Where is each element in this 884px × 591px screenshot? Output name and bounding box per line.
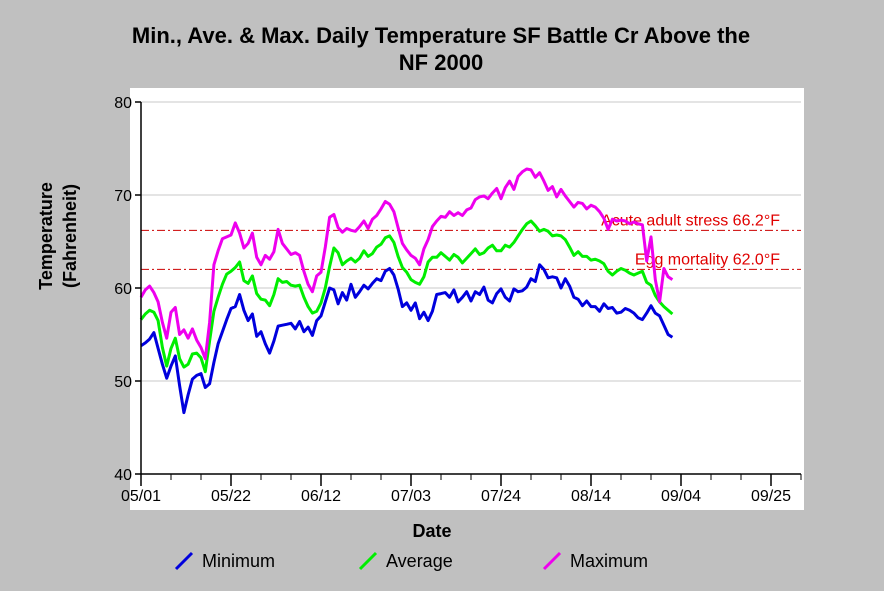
x-tick-label: 08/14: [571, 488, 611, 505]
x-tick-label: 05/01: [121, 488, 161, 505]
y-axis-title: Temperature: [36, 182, 56, 290]
y-tick-label: 50: [114, 374, 132, 391]
data-series: [139, 167, 674, 415]
y-tick-label: 40: [114, 467, 132, 484]
y-tick-label: 70: [114, 188, 132, 205]
reference-lines: Acute adult stress 66.2°F Egg mortality 6…: [141, 212, 801, 270]
legend-swatch-minimum: [174, 551, 194, 571]
y-tick-label: 80: [114, 95, 132, 112]
chart-title: Min., Ave. & Max. Daily Temperature SF B…: [132, 23, 750, 48]
x-tick-label: 09/04: [661, 488, 701, 505]
axes: 40 50 60 70 80 05/01 05/22 06/12 07/03 07/24 08/14…: [114, 95, 802, 505]
y-tick-label: 60: [114, 281, 132, 298]
x-axis-title: Date: [412, 521, 451, 541]
chart-title-line-2: NF 2000: [399, 50, 483, 75]
plot-background: [130, 88, 804, 510]
x-tick-label: 09/25: [751, 488, 791, 505]
series-line-maximum: [139, 167, 674, 361]
legend-label-minimum: Minimum: [202, 551, 275, 571]
x-tick-label: 07/24: [481, 488, 521, 505]
series-line-average: [139, 219, 674, 374]
x-tick-label: 07/03: [391, 488, 431, 505]
legend-label-maximum: Maximum: [570, 551, 648, 571]
gridlines: [141, 101, 801, 382]
legend-swatch-maximum: [542, 551, 562, 571]
reference-line-label: Egg mortality 62.0°F: [635, 251, 780, 268]
x-tick-label: 06/12: [301, 488, 341, 505]
y-axis-title-line-2: (Fahrenheit): [60, 184, 80, 288]
legend-swatch-average: [358, 551, 378, 571]
legend-label-average: Average: [386, 551, 453, 571]
reference-line-label: Acute adult stress 66.2°F: [601, 212, 780, 229]
x-tick-label: 05/22: [211, 488, 251, 505]
legend: Minimum Average Maximum: [174, 551, 648, 571]
series-line-minimum: [140, 263, 674, 415]
